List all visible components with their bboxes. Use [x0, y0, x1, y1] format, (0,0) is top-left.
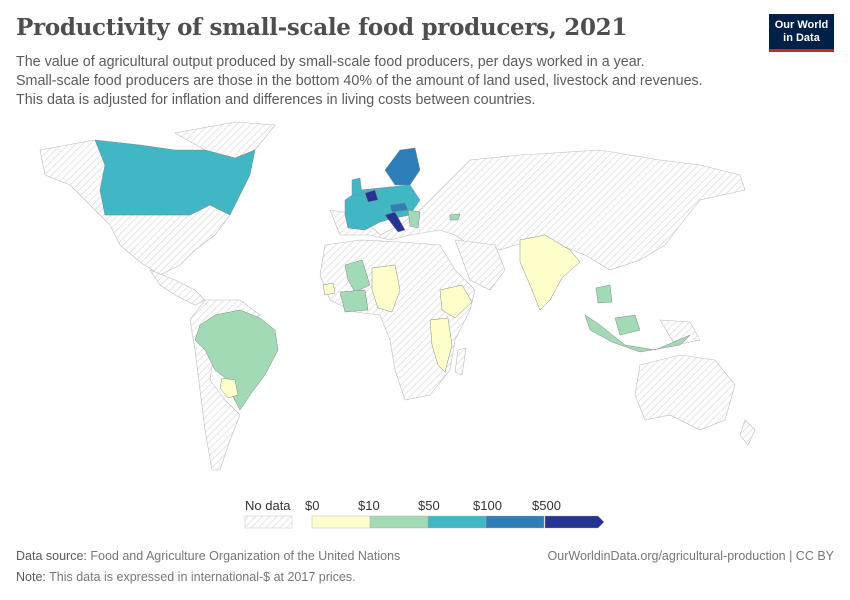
footer-url-link[interactable]: OurWorldinData.org/agricultural-producti…: [547, 549, 834, 563]
region-ghana-cotedivoire: [339, 289, 369, 313]
region-niger-nigeria: [371, 264, 401, 313]
region-indonesia: [584, 314, 691, 353]
region-brazil: [194, 309, 279, 411]
region-italy: [384, 211, 406, 233]
region-borneo: [614, 314, 641, 336]
region-uk: [351, 177, 363, 196]
source-label: Data source:: [16, 549, 87, 563]
source-text: Food and Agriculture Organization of the…: [90, 549, 401, 563]
region-western-europe: [344, 184, 421, 231]
data-countries: [94, 139, 691, 411]
legend-tick: $0: [305, 498, 320, 513]
region-canada: [94, 139, 256, 216]
note-text: This data is expressed in international-…: [49, 570, 356, 584]
footer-note: Note: This data is expressed in internat…: [16, 570, 356, 584]
legend-bin[interactable]: [311, 515, 371, 529]
subtitle-line: This data is adjusted for inflation and …: [16, 92, 536, 108]
legend-tick: $500: [532, 498, 561, 513]
owid-logo[interactable]: Our World in Data: [769, 14, 834, 52]
subtitle-line: The value of agricultural output produce…: [16, 54, 645, 70]
legend-no-data-swatch: [244, 515, 293, 529]
chart-subtitle: The value of agricultural output produce…: [16, 53, 736, 110]
region-sierra-leone: [322, 282, 336, 296]
region-tanzania-malawi: [429, 317, 453, 373]
region-mali: [344, 259, 371, 293]
note-label: Note:: [16, 570, 46, 584]
region-balkans: [407, 209, 421, 229]
legend-bin[interactable]: [369, 515, 429, 529]
logo-line: Our World: [774, 19, 829, 31]
legend-tick: $10: [358, 498, 380, 513]
region-vietnam-malaysia: [595, 284, 613, 304]
legend-bin[interactable]: [485, 515, 545, 529]
legend-bin[interactable]: [544, 515, 605, 529]
region-scandinavia: [384, 147, 421, 186]
subtitle-line: Small-scale food producers are those in …: [16, 73, 703, 89]
legend-tick: $100: [473, 498, 502, 513]
world-map[interactable]: [0, 110, 850, 490]
region-georgia: [449, 213, 461, 221]
legend-bin[interactable]: [427, 515, 487, 529]
footer-source: Data source: Food and Agriculture Organi…: [16, 549, 400, 563]
chart-title: Productivity of small-scale food produce…: [16, 14, 628, 41]
logo-line: in Data: [783, 32, 820, 44]
region-benelux: [364, 189, 379, 203]
color-legend: No data $0 $10 $50 $100 $500: [240, 496, 620, 536]
region-india: [519, 234, 581, 311]
legend-no-data-label: No data: [245, 498, 291, 513]
region-ethiopia: [439, 284, 473, 319]
region-paraguay: [219, 377, 239, 399]
legend-tick: $50: [418, 498, 440, 513]
